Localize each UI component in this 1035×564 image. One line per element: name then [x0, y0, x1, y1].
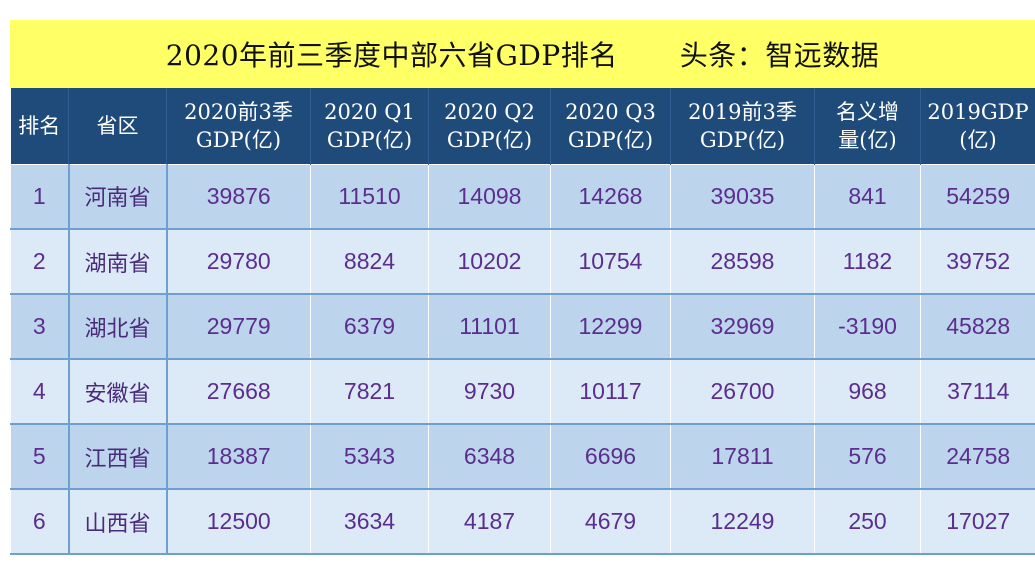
- cell-gdp-2019: 54259: [920, 163, 1035, 230]
- cell-province: 安徽省: [68, 358, 168, 425]
- header-gdp-2019-q1-q3: 2019前3季 GDP(亿): [670, 88, 815, 164]
- cell-province: 山西省: [68, 488, 168, 555]
- cell-gdp-2020-q1-q3: 27668: [166, 358, 311, 425]
- cell-gdp-2019-q1-q3: 28598: [670, 228, 815, 295]
- cell-rank: 2: [10, 228, 70, 295]
- cell-gdp-2019-q1-q3: 12249: [670, 488, 815, 555]
- cell-gdp-2020-q3: 10117: [550, 358, 671, 425]
- cell-gdp-2020-q1: 7821: [310, 358, 429, 425]
- cell-gdp-2020-q2: 10202: [428, 228, 551, 295]
- cell-gdp-2020-q3: 6696: [550, 423, 671, 490]
- cell-gdp-2020-q2: 9730: [428, 358, 551, 425]
- cell-gdp-2020-q3: 4679: [550, 488, 671, 555]
- cell-gdp-2020-q3: 14268: [550, 163, 671, 230]
- table-row: 3 湖北省 29779 6379 11101 12299 32969 -3190…: [10, 293, 1035, 360]
- cell-province: 湖南省: [68, 228, 168, 295]
- cell-gdp-2019: 17027: [920, 488, 1035, 555]
- header-gdp-2020-q2: 2020 Q2 GDP(亿): [428, 88, 551, 164]
- table-row: 4 安徽省 27668 7821 9730 10117 26700 968 37…: [10, 358, 1035, 425]
- cell-rank: 4: [10, 358, 70, 425]
- cell-gdp-2020-q3: 10754: [550, 228, 671, 295]
- table-row: 6 山西省 12500 3634 4187 4679 12249 250 170…: [10, 488, 1035, 555]
- cell-gdp-2020-q2: 11101: [428, 293, 551, 360]
- cell-gdp-2020-q1: 6379: [310, 293, 429, 360]
- cell-province: 江西省: [68, 423, 168, 490]
- header-row: 排名 省区 2020前3季 GDP(亿) 2020 Q1 GDP(亿) 2020 Q…: [10, 88, 1035, 164]
- table-body: 1 河南省 39876 11510 14098 14268 39035 841 …: [10, 163, 1035, 555]
- cell-rank: 5: [10, 423, 70, 490]
- cell-rank: 6: [10, 488, 70, 555]
- cell-rank: 1: [10, 163, 70, 230]
- cell-gdp-2020-q1-q3: 29780: [166, 228, 311, 295]
- cell-nominal-increase: -3190: [814, 293, 921, 360]
- cell-gdp-2020-q1-q3: 12500: [166, 488, 311, 555]
- table-header: 排名 省区 2020前3季 GDP(亿) 2020 Q1 GDP(亿) 2020 Q…: [10, 88, 1035, 164]
- cell-gdp-2020-q2: 4187: [428, 488, 551, 555]
- cell-province: 河南省: [68, 163, 168, 230]
- header-rank: 排名: [10, 88, 69, 164]
- cell-gdp-2020-q2: 6348: [428, 423, 551, 490]
- cell-gdp-2020-q1: 11510: [310, 163, 429, 230]
- header-gdp-2020-q1-q3: 2020前3季 GDP(亿): [166, 88, 311, 164]
- table-row: 5 江西省 18387 5343 6348 6696 17811 576 247…: [10, 423, 1035, 490]
- cell-province: 湖北省: [68, 293, 168, 360]
- cell-gdp-2020-q1: 5343: [310, 423, 429, 490]
- source-credit: 头条：智远数据: [679, 39, 880, 72]
- cell-gdp-2020-q1-q3: 39876: [166, 163, 311, 230]
- gdp-table: 排名 省区 2020前3季 GDP(亿) 2020 Q1 GDP(亿) 2020 Q…: [10, 88, 1035, 555]
- cell-gdp-2020-q2: 14098: [428, 163, 551, 230]
- table-row: 1 河南省 39876 11510 14098 14268 39035 841 …: [10, 163, 1035, 230]
- cell-gdp-2019: 24758: [920, 423, 1035, 490]
- cell-gdp-2020-q1-q3: 29779: [166, 293, 311, 360]
- header-nominal-increase: 名义增 量(亿): [814, 88, 921, 164]
- cell-gdp-2020-q3: 12299: [550, 293, 671, 360]
- cell-nominal-increase: 1182: [814, 228, 921, 295]
- header-gdp-2020-q3: 2020 Q3 GDP(亿): [550, 88, 671, 164]
- page-title: 2020年前三季度中部六省GDP排名: [165, 39, 618, 72]
- cell-nominal-increase: 841: [814, 163, 921, 230]
- header-gdp-2019: 2019GDP (亿): [920, 88, 1035, 164]
- cell-rank: 3: [10, 293, 70, 360]
- title-bar: 2020年前三季度中部六省GDP排名 头条：智远数据: [10, 20, 1035, 88]
- header-gdp-2020-q1: 2020 Q1 GDP(亿): [310, 88, 429, 164]
- cell-gdp-2019: 45828: [920, 293, 1035, 360]
- cell-gdp-2019-q1-q3: 32969: [670, 293, 815, 360]
- table-row: 2 湖南省 29780 8824 10202 10754 28598 1182 …: [10, 228, 1035, 295]
- header-province: 省区: [68, 88, 167, 164]
- cell-gdp-2019-q1-q3: 26700: [670, 358, 815, 425]
- cell-gdp-2020-q1: 3634: [310, 488, 429, 555]
- cell-nominal-increase: 250: [814, 488, 921, 555]
- cell-gdp-2019: 39752: [920, 228, 1035, 295]
- cell-gdp-2020-q1: 8824: [310, 228, 429, 295]
- cell-gdp-2020-q1-q3: 18387: [166, 423, 311, 490]
- gdp-ranking-sheet: 2020年前三季度中部六省GDP排名 头条：智远数据 排名 省区 2020前3季…: [10, 20, 1035, 555]
- cell-gdp-2019: 37114: [920, 358, 1035, 425]
- cell-gdp-2019-q1-q3: 17811: [670, 423, 815, 490]
- cell-nominal-increase: 968: [814, 358, 921, 425]
- cell-gdp-2019-q1-q3: 39035: [670, 163, 815, 230]
- cell-nominal-increase: 576: [814, 423, 921, 490]
